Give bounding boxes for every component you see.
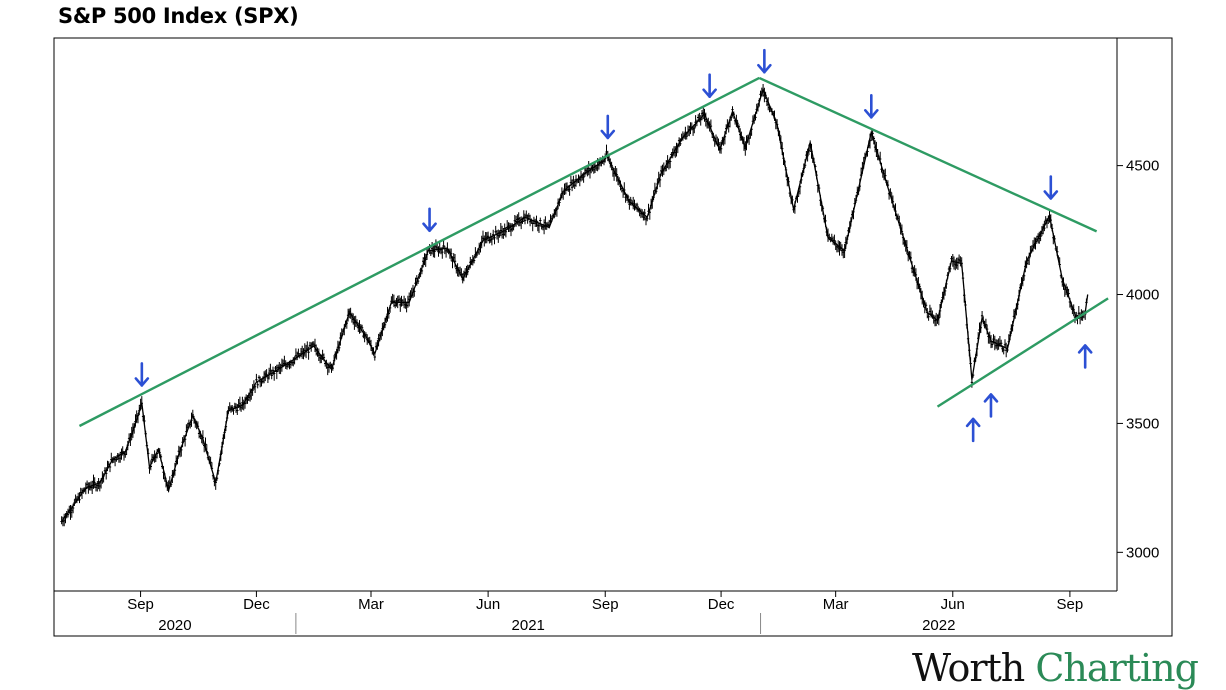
plot-frame (53, 37, 1173, 637)
y-tick-label: 4500 (1126, 158, 1159, 175)
year-label: 2022 (922, 617, 955, 634)
x-tick-label: Sep (127, 596, 154, 613)
worth-charting-logo: Worth Charting (912, 646, 1199, 690)
price-layer (60, 84, 1089, 527)
x-tick-label: Mar (823, 596, 849, 613)
trendline-layer (78, 76, 1109, 428)
x-tick-label: Mar (358, 596, 384, 613)
logo-word-worth: Worth (912, 646, 1025, 690)
y-tick-label: 3000 (1126, 544, 1159, 561)
year-label: 2021 (512, 617, 545, 634)
arrow-layer (134, 48, 1093, 443)
x-tick-label: Sep (1057, 596, 1084, 613)
arrow-down-4 (702, 73, 717, 98)
x-tick-label: Jun (476, 596, 500, 613)
x-tick-label: Sep (592, 596, 619, 613)
trendline-1 (78, 76, 760, 428)
y-tick-label: 3500 (1126, 415, 1159, 432)
price-line (61, 87, 1089, 522)
trendline-2 (758, 76, 1098, 233)
arrow-up-9 (983, 393, 999, 418)
arrow-down-5 (757, 48, 772, 74)
arrow-down-3 (600, 114, 616, 140)
arrow-down-2 (422, 207, 437, 233)
x-tick-label: Dec (243, 596, 270, 613)
x-tick-label: Jun (941, 596, 965, 613)
arrow-up-10 (1077, 344, 1093, 369)
x-tick-label: Dec (708, 596, 735, 613)
arrow-up-8 (965, 417, 981, 443)
y-tick-label: 4000 (1126, 287, 1159, 304)
arrow-down-6 (864, 94, 879, 119)
trendline-3 (936, 297, 1109, 408)
year-label: 2020 (158, 617, 191, 634)
price-bars (60, 84, 1088, 527)
arrow-down-7 (1043, 175, 1059, 200)
y-axis: 3000 3500 4000 4500 (1117, 158, 1159, 561)
chart-title: S&P 500 Index (SPX) (58, 4, 299, 28)
arrow-down-1 (134, 362, 150, 387)
logo-word-charting: Charting (1035, 646, 1199, 690)
